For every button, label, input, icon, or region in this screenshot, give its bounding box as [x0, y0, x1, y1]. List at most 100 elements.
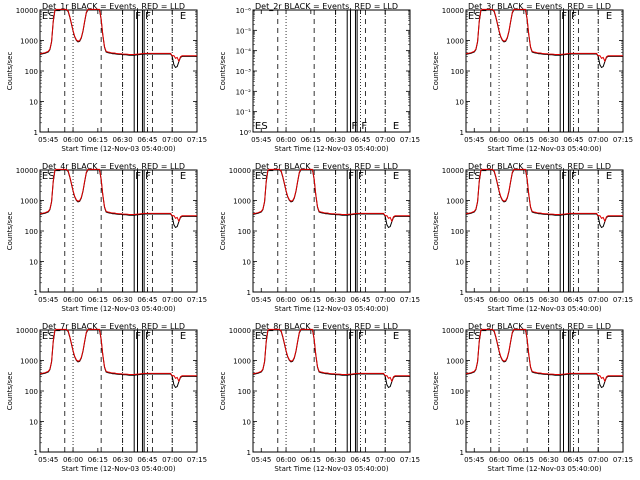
event-marker: E	[468, 331, 474, 342]
y-axis-label: Counts/sec	[432, 52, 440, 91]
x-axis-label: Start Time (12-Nov-03 05:40:00)	[274, 145, 388, 153]
x-tick-label: 07:15	[400, 296, 420, 304]
y-tick-label: 100	[451, 68, 464, 76]
event-marker: F	[348, 331, 354, 342]
x-tick-label: 07:15	[613, 456, 633, 464]
panel-7: Det_7r BLACK = Events, RED = LLD 1 10 100 10…	[6, 322, 207, 473]
x-tick-label: 06:45	[563, 136, 583, 144]
lld-series-line	[465, 8, 623, 63]
x-tick-label: 06:15	[88, 456, 108, 464]
panel-title: Det_7r BLACK = Events, RED = LLD	[42, 322, 185, 331]
y-tick-label: 10⁰	[239, 129, 251, 137]
event-marker: S	[48, 11, 54, 22]
x-tick-label: 06:30	[113, 136, 133, 144]
x-tick-label: 06:00	[63, 456, 83, 464]
x-tick-label: 06:45	[350, 296, 370, 304]
x-tick-label: 07:15	[400, 456, 420, 464]
plot-frame	[252, 329, 411, 453]
x-tick-label: 05:45	[464, 456, 484, 464]
x-tick-label: 07:15	[613, 296, 633, 304]
y-tick-label: 1	[34, 289, 38, 297]
x-tick-label: 07:15	[613, 136, 633, 144]
x-tick-label: 06:45	[563, 296, 583, 304]
x-tick-label: 06:30	[326, 296, 346, 304]
y-tick-label: 10000	[442, 7, 464, 15]
x-tick-label: 05:45	[38, 136, 58, 144]
panel-title: Det_1r BLACK = Events, RED = LLD	[42, 2, 185, 11]
event-marker: F	[571, 331, 577, 342]
event-marker: E	[393, 331, 399, 342]
events-series-line	[465, 329, 623, 389]
panel-title: Det_8r BLACK = Events, RED = LLD	[255, 322, 398, 331]
events-series-line	[252, 329, 410, 389]
x-tick-label: 06:15	[88, 136, 108, 144]
event-marker: E	[42, 331, 48, 342]
y-tick-label: 10000	[442, 167, 464, 175]
plot-frame	[252, 169, 411, 293]
x-tick-label: 06:00	[276, 456, 296, 464]
x-tick-label: 06:30	[113, 456, 133, 464]
x-tick-label: 05:45	[251, 136, 271, 144]
event-marker: E	[606, 171, 612, 182]
y-tick-label: 10⁻³	[236, 68, 252, 76]
event-marker: E	[255, 171, 261, 182]
plot-frame	[465, 169, 624, 293]
x-tick-label: 06:00	[63, 136, 83, 144]
plot-frame	[465, 329, 624, 453]
x-tick-label: 05:45	[38, 296, 58, 304]
event-marker: F	[361, 121, 367, 132]
y-tick-label: 1	[34, 449, 38, 457]
y-tick-label: 100	[238, 388, 251, 396]
y-axis-label: Counts/sec	[219, 372, 227, 411]
event-marker: F	[135, 171, 141, 182]
x-tick-label: 06:15	[301, 456, 321, 464]
y-axis-label: Counts/sec	[6, 52, 14, 91]
lld-series-line	[39, 168, 197, 223]
x-tick-label: 06:45	[350, 136, 370, 144]
panel-5: Det_5r BLACK = Events, RED = LLD 1 10 100 10…	[219, 162, 420, 313]
x-tick-label: 06:15	[301, 136, 321, 144]
lld-series-line	[39, 328, 197, 383]
y-tick-label: 10	[29, 419, 38, 427]
event-marker: F	[348, 171, 354, 182]
panel-6: Det_6r BLACK = Events, RED = LLD 1 10 100 10…	[432, 162, 633, 313]
x-axis-label: Start Time (12-Nov-03 05:40:00)	[487, 145, 601, 153]
panel-title: Det_3r BLACK = Events, RED = LLD	[468, 2, 611, 11]
plot-frame	[465, 9, 624, 133]
lld-series-line	[465, 168, 623, 223]
x-tick-label: 07:00	[162, 136, 182, 144]
event-marker: S	[474, 171, 480, 182]
events-series-line	[39, 169, 197, 229]
event-marker: E	[468, 11, 474, 22]
x-tick-label: 05:45	[464, 136, 484, 144]
x-tick-label: 05:45	[38, 456, 58, 464]
event-marker: E	[255, 121, 261, 132]
x-tick-label: 05:45	[251, 456, 271, 464]
event-marker: E	[468, 171, 474, 182]
x-tick-label: 06:30	[326, 136, 346, 144]
event-marker: E	[180, 11, 186, 22]
x-tick-label: 05:45	[251, 296, 271, 304]
event-marker: S	[261, 121, 267, 132]
x-axis-label: Start Time (12-Nov-03 05:40:00)	[61, 465, 175, 473]
x-tick-label: 06:00	[489, 136, 509, 144]
panel-title: Det_4r BLACK = Events, RED = LLD	[42, 162, 185, 171]
x-tick-label: 07:00	[375, 456, 395, 464]
y-axis-label: Counts/sec	[432, 372, 440, 411]
y-tick-label: 1000	[233, 358, 251, 366]
x-tick-label: 06:30	[326, 456, 346, 464]
y-tick-label: 100	[451, 228, 464, 236]
y-tick-label: 1	[460, 129, 464, 137]
x-tick-label: 07:00	[588, 136, 608, 144]
y-tick-label: 1	[247, 449, 251, 457]
event-marker: S	[474, 11, 480, 22]
y-tick-label: 1	[460, 289, 464, 297]
x-tick-label: 06:45	[137, 456, 157, 464]
x-tick-label: 06:15	[88, 296, 108, 304]
x-tick-label: 06:00	[489, 456, 509, 464]
panel-title: Det_5r BLACK = Events, RED = LLD	[255, 162, 398, 171]
y-tick-label: 10000	[229, 327, 251, 335]
event-marker: E	[42, 171, 48, 182]
y-axis-label: Counts/sec	[219, 212, 227, 251]
